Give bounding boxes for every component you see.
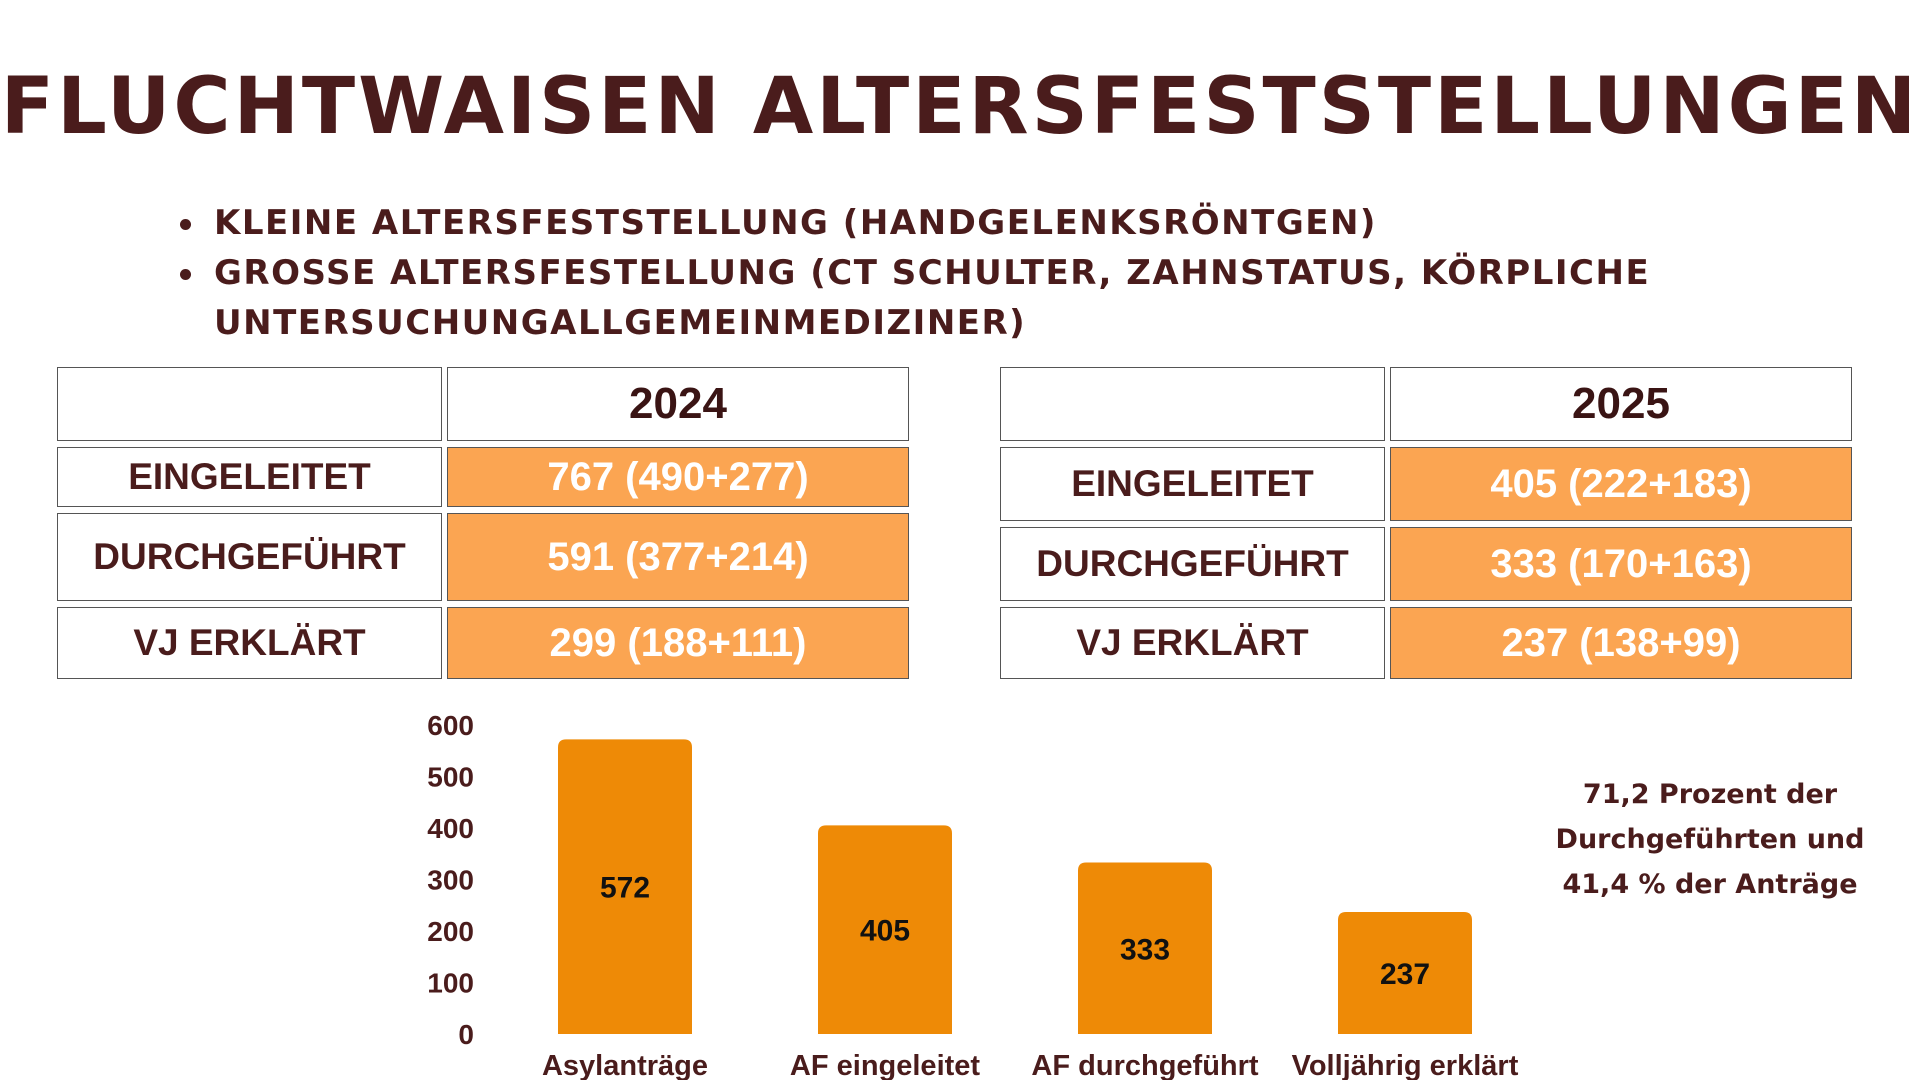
table-row-label: VJ ERKLÄRT	[57, 607, 442, 679]
y-tick-label: 100	[427, 968, 474, 999]
summary-note: 71,2 Prozent der Durchgeführten und 41,4…	[1540, 772, 1880, 907]
table-row-value: 333 (170+163)	[1390, 527, 1852, 601]
bar	[1338, 911, 1472, 1034]
y-tick-label: 400	[427, 813, 474, 844]
table-row-value: 767 (490+277)	[447, 447, 909, 507]
summary-note-line: 71,2 Prozent der	[1582, 779, 1838, 810]
table-row-value: 299 (188+111)	[447, 607, 909, 679]
y-tick-label: 200	[427, 916, 474, 947]
y-tick-label: 0	[458, 1019, 474, 1050]
bar	[818, 825, 952, 1034]
summary-note-line: Durchgeführten und	[1555, 824, 1865, 855]
table-header-empty	[1000, 367, 1385, 441]
y-tick-label: 500	[427, 762, 474, 793]
summary-note-line: 41,4 % der Anträge	[1562, 869, 1858, 900]
table-row-label: DURCHGEFÜHRT	[1000, 527, 1385, 601]
table-row-label: EINGELEITET	[57, 447, 442, 507]
table-row-value: 237 (138+99)	[1390, 607, 1852, 679]
y-tick-label: 300	[427, 865, 474, 896]
bullet-item: GROSSE ALTERSFESTELLUNG (CT SCHULTER, ZA…	[180, 248, 1740, 348]
bar-data-label: 237	[1380, 958, 1430, 991]
table-year-header: 2024	[447, 367, 909, 441]
page-title: FLUCHTWAISEN ALTERSFESTSTELLUNGEN	[0, 62, 1920, 152]
bullet-item: KLEINE ALTERSFESTSTELLUNG (HANDGELENKSRÖ…	[180, 198, 1740, 248]
bar	[1078, 862, 1212, 1034]
table-row-value: 405 (222+183)	[1390, 447, 1852, 521]
table-row-label: VJ ERKLÄRT	[1000, 607, 1385, 679]
bar-data-label: 572	[600, 872, 650, 905]
x-tick-label: Volljährig erklärt	[1292, 1050, 1519, 1080]
table-header-empty	[57, 367, 442, 441]
table-row-label: DURCHGEFÜHRT	[57, 513, 442, 601]
x-tick-label: AF eingeleitet	[790, 1050, 980, 1080]
table-row-label: EINGELEITET	[1000, 447, 1385, 521]
bar	[558, 739, 692, 1034]
table-row-value: 591 (377+214)	[447, 513, 909, 601]
bar-data-label: 333	[1120, 933, 1170, 966]
bullet-list: KLEINE ALTERSFESTSTELLUNG (HANDGELENKSRÖ…	[180, 198, 1740, 348]
bar-data-label: 405	[860, 915, 910, 948]
y-tick-label: 600	[427, 710, 474, 741]
x-tick-label: AF durchgeführt	[1031, 1050, 1258, 1080]
x-tick-label: Asylanträge	[542, 1050, 708, 1080]
table-year-header: 2025	[1390, 367, 1852, 441]
